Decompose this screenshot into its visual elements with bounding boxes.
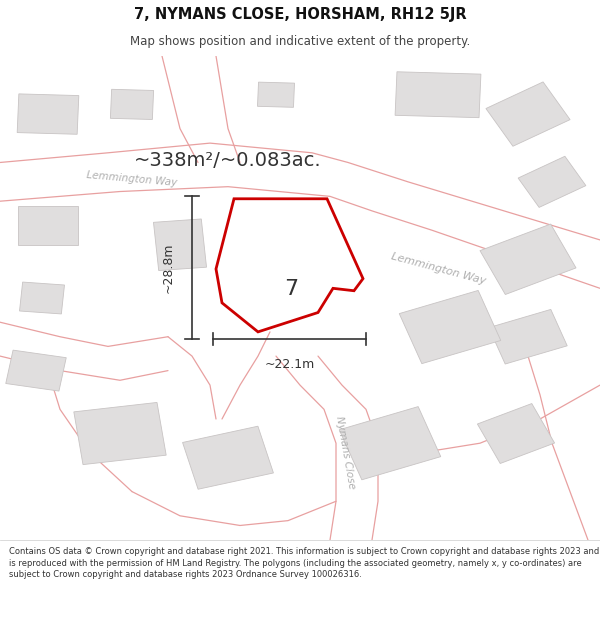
Polygon shape — [478, 404, 554, 464]
Polygon shape — [395, 72, 481, 118]
Polygon shape — [489, 309, 567, 364]
Polygon shape — [6, 350, 66, 391]
Text: Lemmington Way: Lemmington Way — [389, 251, 487, 286]
Polygon shape — [216, 199, 363, 332]
Polygon shape — [18, 206, 78, 245]
Polygon shape — [17, 94, 79, 134]
Text: ~22.1m: ~22.1m — [265, 359, 314, 371]
Polygon shape — [238, 227, 326, 292]
Polygon shape — [74, 402, 166, 464]
Polygon shape — [154, 219, 206, 271]
Text: ~28.8m: ~28.8m — [161, 242, 175, 293]
Text: 7: 7 — [284, 279, 299, 299]
Polygon shape — [339, 407, 441, 480]
Polygon shape — [20, 282, 64, 314]
Polygon shape — [480, 224, 576, 294]
Text: Map shows position and indicative extent of the property.: Map shows position and indicative extent… — [130, 36, 470, 49]
Text: ~338m²/~0.083ac.: ~338m²/~0.083ac. — [134, 151, 322, 169]
Polygon shape — [518, 156, 586, 208]
Polygon shape — [486, 82, 570, 146]
Polygon shape — [110, 89, 154, 119]
Text: Contains OS data © Crown copyright and database right 2021. This information is : Contains OS data © Crown copyright and d… — [9, 547, 599, 579]
Polygon shape — [257, 82, 295, 107]
Text: 7, NYMANS CLOSE, HORSHAM, RH12 5JR: 7, NYMANS CLOSE, HORSHAM, RH12 5JR — [134, 6, 466, 21]
Polygon shape — [182, 426, 274, 489]
Text: Lemmington Way: Lemmington Way — [86, 171, 178, 188]
Text: Nymans Close: Nymans Close — [334, 416, 356, 490]
Polygon shape — [399, 291, 501, 364]
